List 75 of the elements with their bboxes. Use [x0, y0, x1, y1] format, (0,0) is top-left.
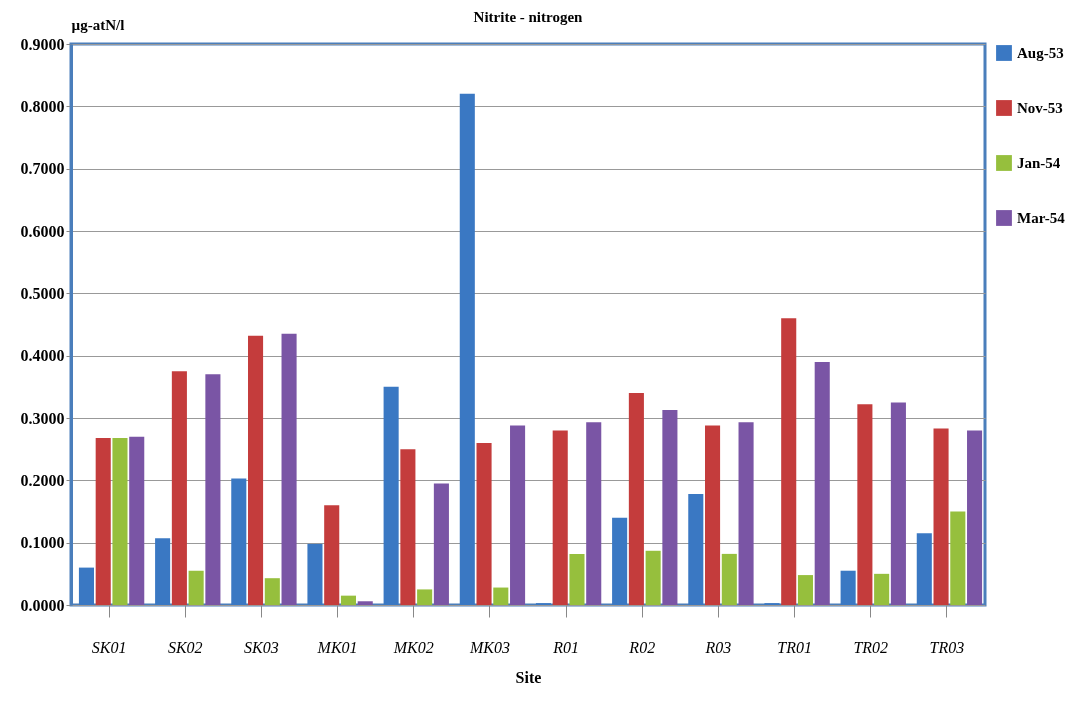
y-tick-label: 0.3000: [20, 409, 65, 427]
x-tick-label: R03: [704, 638, 732, 656]
x-tick-label: R02: [628, 638, 656, 656]
bar: [721, 553, 737, 605]
bar: [340, 595, 357, 605]
y-tick-label: 0.2000: [20, 471, 65, 489]
bar: [231, 478, 247, 605]
bar: [383, 386, 399, 605]
bar: [840, 570, 856, 605]
x-tick-label: SK02: [167, 638, 203, 656]
bar: [933, 428, 949, 605]
x-tick-label: SK01: [91, 638, 127, 656]
bar: [738, 422, 754, 605]
x-tick-label: MK01: [316, 638, 358, 656]
bar: [586, 422, 602, 605]
bar: [628, 393, 644, 605]
bar: [645, 550, 661, 605]
bar: [417, 589, 433, 605]
bar: [400, 449, 416, 605]
y-tick-label: 0.6000: [20, 222, 65, 240]
bar: [857, 404, 873, 605]
bar: [459, 93, 475, 605]
bar: [688, 494, 704, 605]
bar: [95, 437, 111, 605]
bar: [188, 570, 204, 605]
bar: [890, 402, 906, 605]
x-tick-label: MK02: [392, 638, 434, 656]
bar: [797, 575, 814, 605]
bar: [307, 543, 323, 605]
bar: [324, 505, 340, 605]
bar: [874, 573, 890, 605]
legend-label: Jan-54: [1017, 155, 1061, 171]
bar: [205, 374, 221, 605]
bar: [510, 425, 526, 605]
chart-title: Nitrite - nitrogen: [473, 9, 584, 25]
bar: [171, 371, 187, 605]
bar: [433, 483, 449, 605]
x-tick-label: MK03: [468, 638, 510, 656]
bar: [781, 318, 797, 605]
x-tick-label: R01: [552, 638, 579, 656]
bar: [357, 601, 373, 605]
bar: [78, 567, 94, 605]
y-tick-label: 0.4000: [20, 347, 65, 365]
bar: [281, 333, 297, 605]
legend-label: Aug-53: [1017, 45, 1064, 61]
x-axis-title: Site: [515, 668, 542, 686]
y-tick-label: 0.9000: [20, 35, 65, 53]
bar: [129, 436, 145, 605]
y-tick-label: 0.7000: [20, 160, 65, 178]
bar: [248, 335, 264, 605]
bar: [916, 533, 932, 605]
bar: [493, 587, 509, 605]
bar: [814, 361, 830, 605]
bar: [569, 553, 585, 605]
y-axis-title: µg-atN/l: [71, 16, 125, 33]
y-tick-label: 0.5000: [20, 284, 65, 302]
legend-label: Mar-54: [1017, 210, 1066, 226]
legend-label: Nov-53: [1017, 100, 1063, 116]
bar: [662, 409, 678, 605]
bar: [264, 578, 280, 605]
bar: [155, 538, 171, 605]
y-tick-label: 0.1000: [20, 534, 65, 552]
bar: [950, 511, 966, 605]
x-tick-label: SK03: [244, 638, 279, 656]
bar: [476, 442, 492, 605]
bar: [967, 430, 983, 605]
y-tick-label: 0.8000: [20, 97, 65, 115]
x-tick-label: TR02: [853, 638, 889, 656]
y-tick-label: 0.0000: [20, 596, 65, 614]
bar: [552, 430, 568, 605]
x-tick-label: TR03: [929, 638, 965, 656]
bar: [112, 437, 128, 605]
x-tick-label: TR01: [777, 638, 812, 656]
bar: [705, 425, 721, 605]
bar: [612, 517, 628, 605]
